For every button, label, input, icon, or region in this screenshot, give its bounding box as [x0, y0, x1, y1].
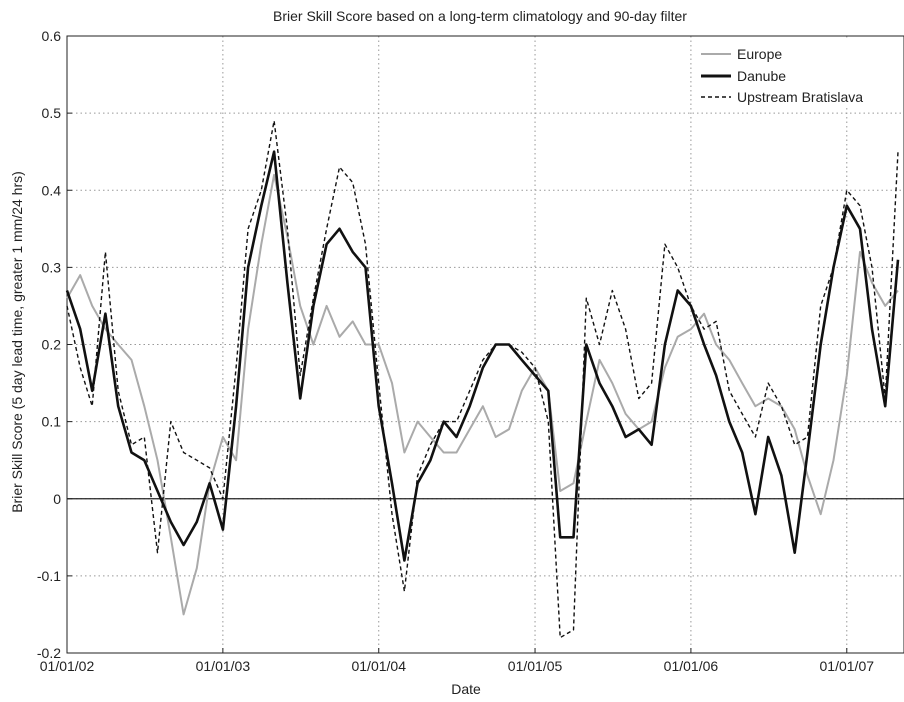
y-tick-label: 0.1 [42, 414, 62, 430]
x-tick-label: 01/01/05 [508, 658, 563, 674]
x-tick-label: 01/01/07 [820, 658, 875, 674]
y-tick-label: 0 [53, 491, 61, 507]
y-axis-label: Brier Skill Score (5 day lead time, grea… [9, 171, 25, 513]
legend: Europe Danube Upstream Bratislava [693, 38, 899, 108]
series-line-upstream-bratislava [66, 120, 899, 639]
x-tick-label: 01/01/04 [351, 658, 406, 674]
y-tick-label: 0.3 [42, 259, 62, 275]
y-tick-label: 0.6 [42, 28, 62, 44]
x-tick-label: 01/01/06 [664, 658, 719, 674]
legend-label-danube: Danube [737, 68, 786, 84]
series-line-europe [66, 173, 899, 616]
y-tick-label: 0.2 [42, 337, 62, 353]
series-layer [65, 120, 900, 639]
legend-box [693, 38, 899, 108]
y-tick-label: -0.1 [37, 568, 61, 584]
y-tick-label: -0.2 [37, 645, 61, 661]
grid [67, 36, 904, 653]
x-axis: 01/01/02 01/01/03 01/01/04 01/01/05 01/01/06… [40, 648, 874, 674]
x-tick-label: 01/01/03 [196, 658, 251, 674]
series-line-danube [65, 150, 900, 562]
chart-title: Brier Skill Score based on a long-term c… [273, 8, 687, 24]
y-tick-label: 0.5 [42, 105, 62, 121]
legend-label-europe: Europe [737, 46, 782, 62]
y-tick-label: 0.4 [42, 182, 62, 198]
x-axis-label: Date [451, 681, 481, 697]
x-tick-label: 01/01/02 [40, 658, 95, 674]
y-axis: -0.2 -0.1 0 0.1 0.2 0.3 0.4 0.5 0.6 [37, 28, 72, 661]
legend-label-upstream-bratislava: Upstream Bratislava [737, 89, 863, 105]
